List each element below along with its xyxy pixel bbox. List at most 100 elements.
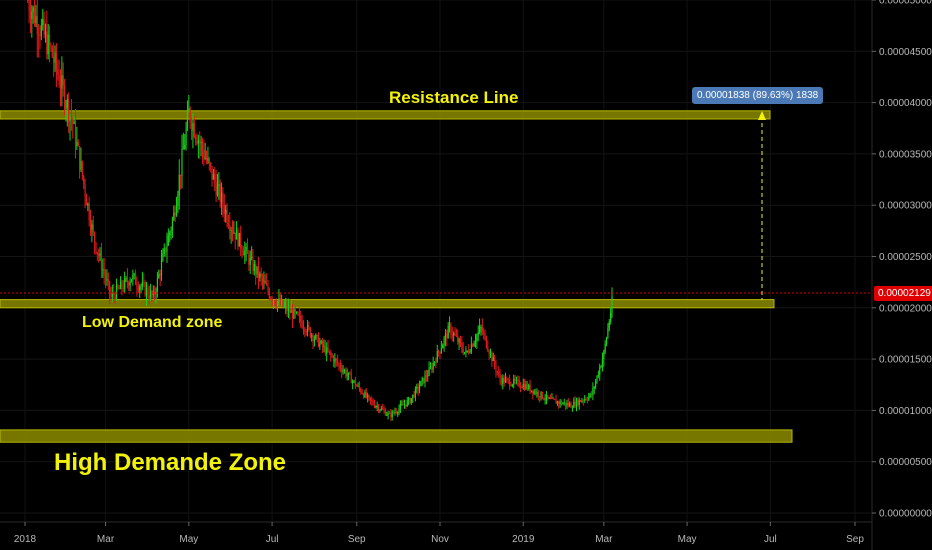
candle-body <box>35 16 37 24</box>
candle-body <box>414 388 417 398</box>
candle-body <box>578 400 580 406</box>
candle-body <box>122 288 124 290</box>
candle-body <box>50 45 52 48</box>
candle-body <box>376 406 378 408</box>
candle-body <box>201 142 204 151</box>
candle-body <box>562 403 564 405</box>
candle-body <box>208 158 210 164</box>
candle-body <box>188 108 190 112</box>
candle-body <box>450 324 452 335</box>
candle-body <box>571 407 574 409</box>
y-tick-label: 0.00002000 <box>879 303 932 314</box>
candle-body <box>433 361 436 364</box>
zone-band <box>0 110 771 120</box>
candle-body <box>181 149 183 176</box>
candle-body <box>252 256 254 271</box>
candle-body <box>130 279 133 282</box>
candle-body <box>301 321 303 328</box>
candle-body <box>87 203 89 206</box>
candle-body <box>485 336 488 348</box>
candle-body <box>352 381 354 384</box>
candle-body <box>509 379 511 386</box>
candle-body <box>149 291 152 299</box>
candle-body <box>48 34 51 46</box>
candle-body <box>270 297 272 299</box>
candle-body <box>114 295 116 300</box>
candle-body <box>126 277 128 283</box>
candle-body <box>169 232 171 236</box>
candle-body <box>272 300 275 302</box>
candle-body <box>121 281 123 289</box>
candle-body <box>354 380 356 386</box>
candle-body <box>229 225 231 231</box>
candle-body <box>332 356 335 363</box>
candle-body <box>162 253 164 261</box>
candle-body <box>483 332 485 334</box>
candle-body <box>560 401 563 405</box>
measure-tooltip: 0.00001838 (89.63%) 1838 <box>692 87 824 104</box>
candle-body <box>554 398 556 400</box>
candle-body <box>286 304 288 312</box>
candle-body <box>311 335 313 337</box>
candle-body <box>492 357 494 362</box>
candle-body <box>31 11 33 19</box>
candle-body <box>403 404 406 406</box>
candle-body <box>77 142 79 147</box>
x-tick-label: Jul <box>266 534 279 545</box>
candle-body <box>282 299 284 307</box>
candle-body <box>496 371 498 373</box>
candle-body <box>502 377 504 384</box>
candle-body <box>99 253 101 256</box>
candle-body <box>83 175 85 184</box>
candle-body <box>58 75 60 86</box>
candle-body <box>349 372 351 374</box>
candle-body <box>264 280 266 284</box>
candle-body <box>190 122 193 131</box>
candle-body <box>196 139 198 144</box>
candle-body <box>570 403 572 408</box>
candle-body <box>513 378 515 385</box>
candle-body <box>600 366 602 368</box>
candle-body <box>494 357 496 366</box>
candle-body <box>218 184 220 186</box>
candle-body <box>518 380 520 387</box>
candle-body <box>412 394 414 399</box>
candle-body <box>481 326 483 333</box>
y-tick-label: 0.00001500 <box>879 355 932 366</box>
candle-body <box>592 388 594 396</box>
candle-body <box>167 235 169 246</box>
candle-body <box>488 351 490 355</box>
candle-body <box>477 332 479 336</box>
candle-body <box>398 408 400 413</box>
candle-body <box>323 345 325 347</box>
candle-body <box>500 379 503 384</box>
candle-body <box>180 174 182 176</box>
candle-body <box>327 347 329 352</box>
candle-body <box>68 99 70 122</box>
candle-body <box>193 123 195 138</box>
candle-body <box>134 273 137 285</box>
candle-body <box>588 396 590 400</box>
candle-body <box>109 281 111 294</box>
candle-body <box>361 392 363 394</box>
candle-body <box>563 402 565 404</box>
candle-body <box>315 334 317 339</box>
candle-body <box>402 404 404 406</box>
candle-body <box>62 75 64 86</box>
zone-band <box>0 429 793 443</box>
y-tick-label: 0.00000500 <box>879 457 932 468</box>
candle-body <box>189 108 191 123</box>
candle-body <box>141 282 144 287</box>
zones <box>0 110 793 443</box>
candle-body <box>242 252 245 256</box>
candle-body <box>347 372 350 375</box>
candle-body <box>312 335 314 341</box>
candle-body <box>66 99 68 108</box>
y-tick-label: 0.00003500 <box>879 149 932 160</box>
candle-body <box>543 398 545 400</box>
candle-body <box>580 400 582 402</box>
candle-body <box>244 250 246 256</box>
candle-body <box>294 309 296 313</box>
candle-body <box>480 326 482 328</box>
